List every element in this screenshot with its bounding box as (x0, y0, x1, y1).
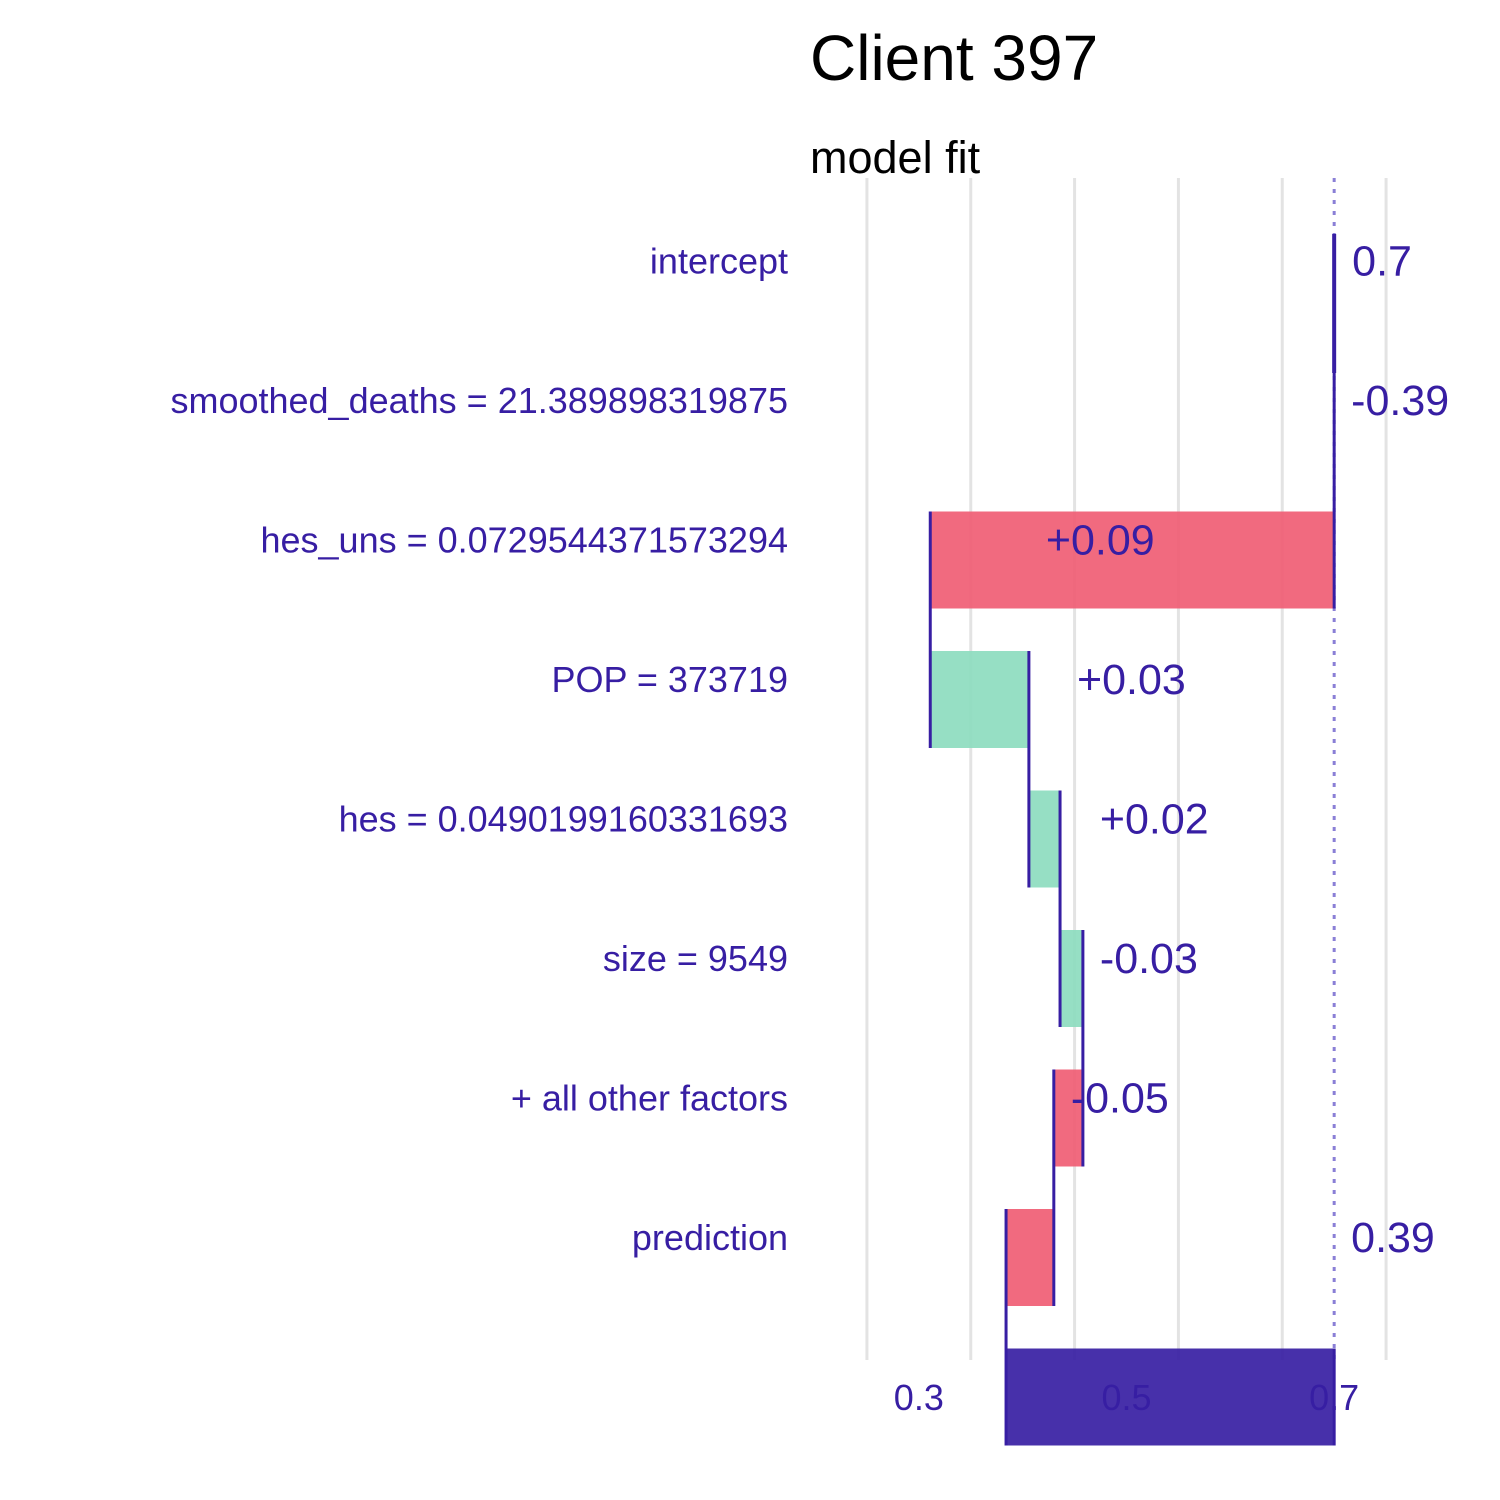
category-label: + all other factors (511, 1078, 788, 1119)
value-label: -0.39 (1351, 377, 1449, 425)
labels: 0.3 0.5 0.7 intercept 0.7 smoothed_deaths = 2… (170, 238, 1449, 1419)
value-label: 0.39 (1351, 1214, 1435, 1262)
category-label: hes_uns = 0.0729544371573294 (260, 520, 788, 561)
category-label: size = 9549 (603, 938, 788, 979)
bar-positive (930, 651, 1029, 748)
bar-negative (1006, 1209, 1054, 1306)
bar-prediction (1006, 1348, 1335, 1446)
x-tick-label: 0.7 (1309, 1377, 1359, 1418)
value-label: +0.03 (1077, 656, 1186, 704)
value-label: 0.7 (1352, 238, 1412, 286)
chart-title: Client 397 (810, 22, 1098, 94)
bar-negative (930, 511, 1335, 609)
chart-subtitle: model fit (810, 132, 981, 183)
grid-lines (865, 178, 1388, 1360)
bar-negative (1053, 1069, 1083, 1167)
value-label: +0.02 (1100, 796, 1209, 844)
value-label: -0.03 (1100, 935, 1198, 983)
bars (928, 234, 1337, 1446)
bar-positive (1060, 930, 1083, 1027)
category-label: hes = 0.0490199160331693 (339, 799, 788, 840)
x-tick-label: 0.3 (894, 1377, 944, 1418)
value-label: +0.09 (1046, 517, 1155, 565)
category-label: intercept (650, 241, 788, 282)
connector-lines (928, 373, 1336, 1349)
bar-positive (1028, 790, 1061, 888)
value-label: -0.05 (1071, 1075, 1169, 1123)
category-label: smoothed_deaths = 21.389898319875 (170, 380, 788, 421)
category-label: prediction (632, 1217, 788, 1258)
x-tick-label: 0.5 (1101, 1377, 1151, 1418)
category-label: POP = 373719 (551, 659, 788, 700)
